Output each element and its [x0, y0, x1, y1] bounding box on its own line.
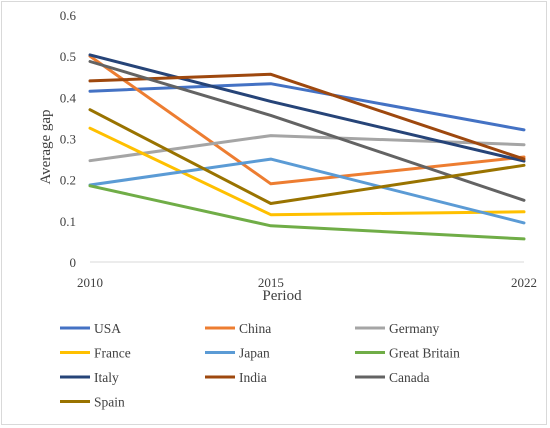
legend-label: Germany [389, 321, 439, 336]
y-tick-label: 0 [70, 255, 77, 270]
series-line-canada [88, 60, 526, 202]
legend-label: France [94, 346, 131, 361]
legend-label: Japan [239, 346, 270, 361]
legend-item-france: France [60, 346, 131, 361]
legend-item-great-britain: Great Britain [355, 346, 460, 361]
legend-item-spain: Spain [60, 395, 125, 410]
legend-label: Italy [94, 370, 119, 385]
y-tick-label: 0.5 [60, 49, 76, 64]
x-tick-label: 2015 [258, 275, 284, 290]
y-tick-label: 0.1 [60, 214, 76, 229]
legend-label: USA [94, 321, 121, 336]
series-line-france [88, 126, 526, 217]
y-tick-label: 0.3 [60, 132, 76, 147]
legend-label: Great Britain [389, 346, 460, 361]
legend-item-canada: Canada [355, 370, 429, 385]
x-axis-title: Period [262, 288, 302, 304]
x-tick-label: 2010 [77, 275, 103, 290]
y-tick-label: 0.2 [60, 173, 76, 188]
series-line-china [88, 54, 526, 186]
legend: USA China Germany France Japan Great Britain I… [60, 321, 460, 410]
legend-label: India [239, 370, 267, 385]
legend-item-india: India [205, 370, 267, 385]
x-axis-ticks: 2010 2015 2022 [77, 275, 537, 290]
series-line-spain [88, 108, 526, 205]
legend-item-usa: USA [60, 321, 121, 336]
series-line-japan [88, 157, 526, 225]
y-tick-label: 0.6 [60, 8, 77, 23]
series-line-great-britain [88, 184, 526, 241]
x-tick-label: 2022 [511, 275, 537, 290]
legend-item-china: China [205, 321, 271, 336]
legend-item-japan: Japan [205, 346, 270, 361]
y-axis-title: Average gap [38, 109, 54, 184]
series-line-usa [88, 82, 526, 132]
legend-label: Spain [94, 395, 125, 410]
legend-label: Canada [389, 370, 429, 385]
legend-label: China [239, 321, 271, 336]
series-lines [88, 53, 526, 241]
series-line-italy [88, 53, 526, 163]
series-line-germany [88, 134, 526, 163]
legend-item-germany: Germany [355, 321, 439, 336]
y-tick-label: 0.4 [60, 90, 77, 105]
y-axis-ticks: 0 0.1 0.2 0.3 0.4 0.5 0.6 [60, 8, 77, 270]
legend-item-italy: Italy [60, 370, 119, 385]
